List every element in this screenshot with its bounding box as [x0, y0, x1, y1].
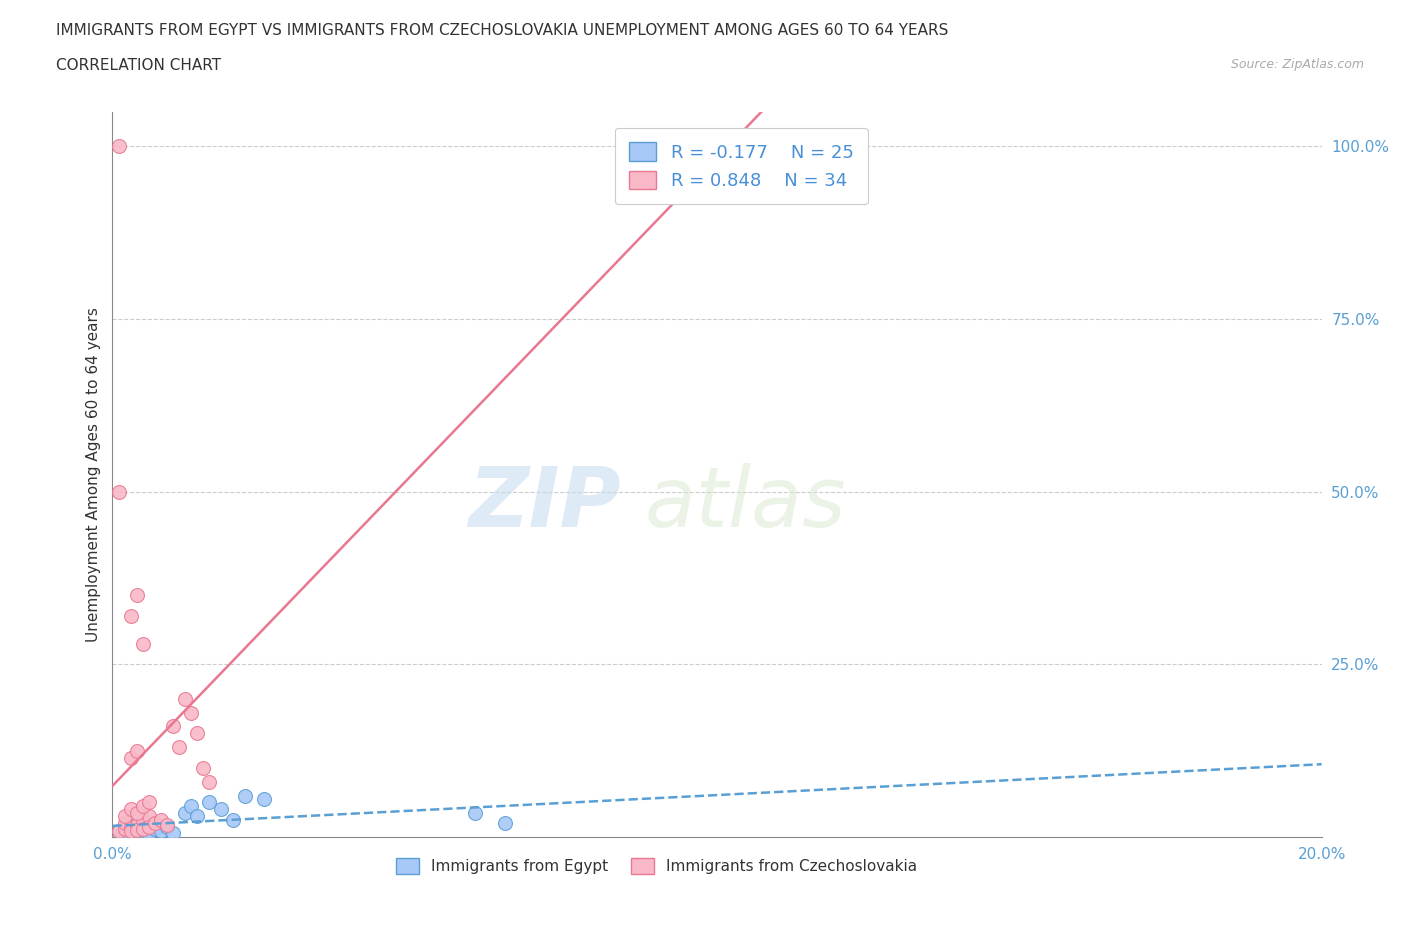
Point [149, 812, 172, 827]
Point [253, 791, 276, 806]
Text: atlas: atlas [644, 463, 846, 544]
Point [191, 761, 214, 776]
Point [132, 816, 155, 830]
Point [209, 802, 232, 817]
Point [120, 751, 142, 765]
Text: ZIP: ZIP [468, 463, 620, 544]
Point [138, 826, 160, 841]
Point [198, 775, 221, 790]
Point [143, 816, 166, 830]
Point [125, 743, 148, 758]
Point [138, 809, 160, 824]
Point [180, 705, 202, 720]
Point [125, 826, 148, 841]
Point [114, 821, 136, 836]
Point [174, 691, 197, 706]
Point [132, 636, 155, 651]
Point [120, 817, 142, 832]
Point [114, 809, 136, 824]
Point [222, 812, 245, 827]
Point [132, 824, 155, 839]
Point [186, 726, 208, 741]
Point [198, 795, 221, 810]
Point [167, 739, 190, 754]
Point [107, 485, 129, 499]
Text: Source: ZipAtlas.com: Source: ZipAtlas.com [1230, 58, 1364, 71]
Point [180, 799, 202, 814]
Point [138, 795, 160, 810]
Point [120, 608, 142, 623]
Point [464, 805, 486, 820]
Point [125, 805, 148, 820]
Point [149, 824, 172, 839]
Point [107, 139, 129, 153]
Point [156, 819, 179, 834]
Legend: Immigrants from Egypt, Immigrants from Czechoslovakia: Immigrants from Egypt, Immigrants from C… [389, 852, 924, 880]
Point [114, 816, 136, 830]
Y-axis label: Unemployment Among Ages 60 to 64 years: Unemployment Among Ages 60 to 64 years [86, 307, 101, 642]
Point [645, 139, 668, 153]
Point [107, 824, 129, 839]
Point [235, 788, 257, 803]
Point [125, 823, 148, 838]
Point [132, 812, 155, 827]
Point [114, 821, 136, 836]
Point [138, 823, 160, 838]
Point [125, 819, 148, 834]
Point [125, 817, 148, 832]
Point [120, 802, 142, 817]
Point [186, 809, 208, 824]
Point [162, 826, 184, 841]
Point [162, 719, 184, 734]
Point [495, 816, 517, 830]
Point [174, 805, 197, 820]
Point [132, 799, 155, 814]
Text: IMMIGRANTS FROM EGYPT VS IMMIGRANTS FROM CZECHOSLOVAKIA UNEMPLOYMENT AMONG AGES : IMMIGRANTS FROM EGYPT VS IMMIGRANTS FROM… [56, 23, 949, 38]
Point [120, 823, 142, 838]
Point [107, 824, 129, 839]
Point [143, 821, 166, 836]
Point [120, 819, 142, 834]
Text: CORRELATION CHART: CORRELATION CHART [56, 58, 221, 73]
Point [114, 826, 136, 841]
Point [132, 821, 155, 836]
Point [156, 817, 179, 832]
Point [125, 588, 148, 603]
Point [138, 819, 160, 834]
Point [120, 824, 142, 839]
